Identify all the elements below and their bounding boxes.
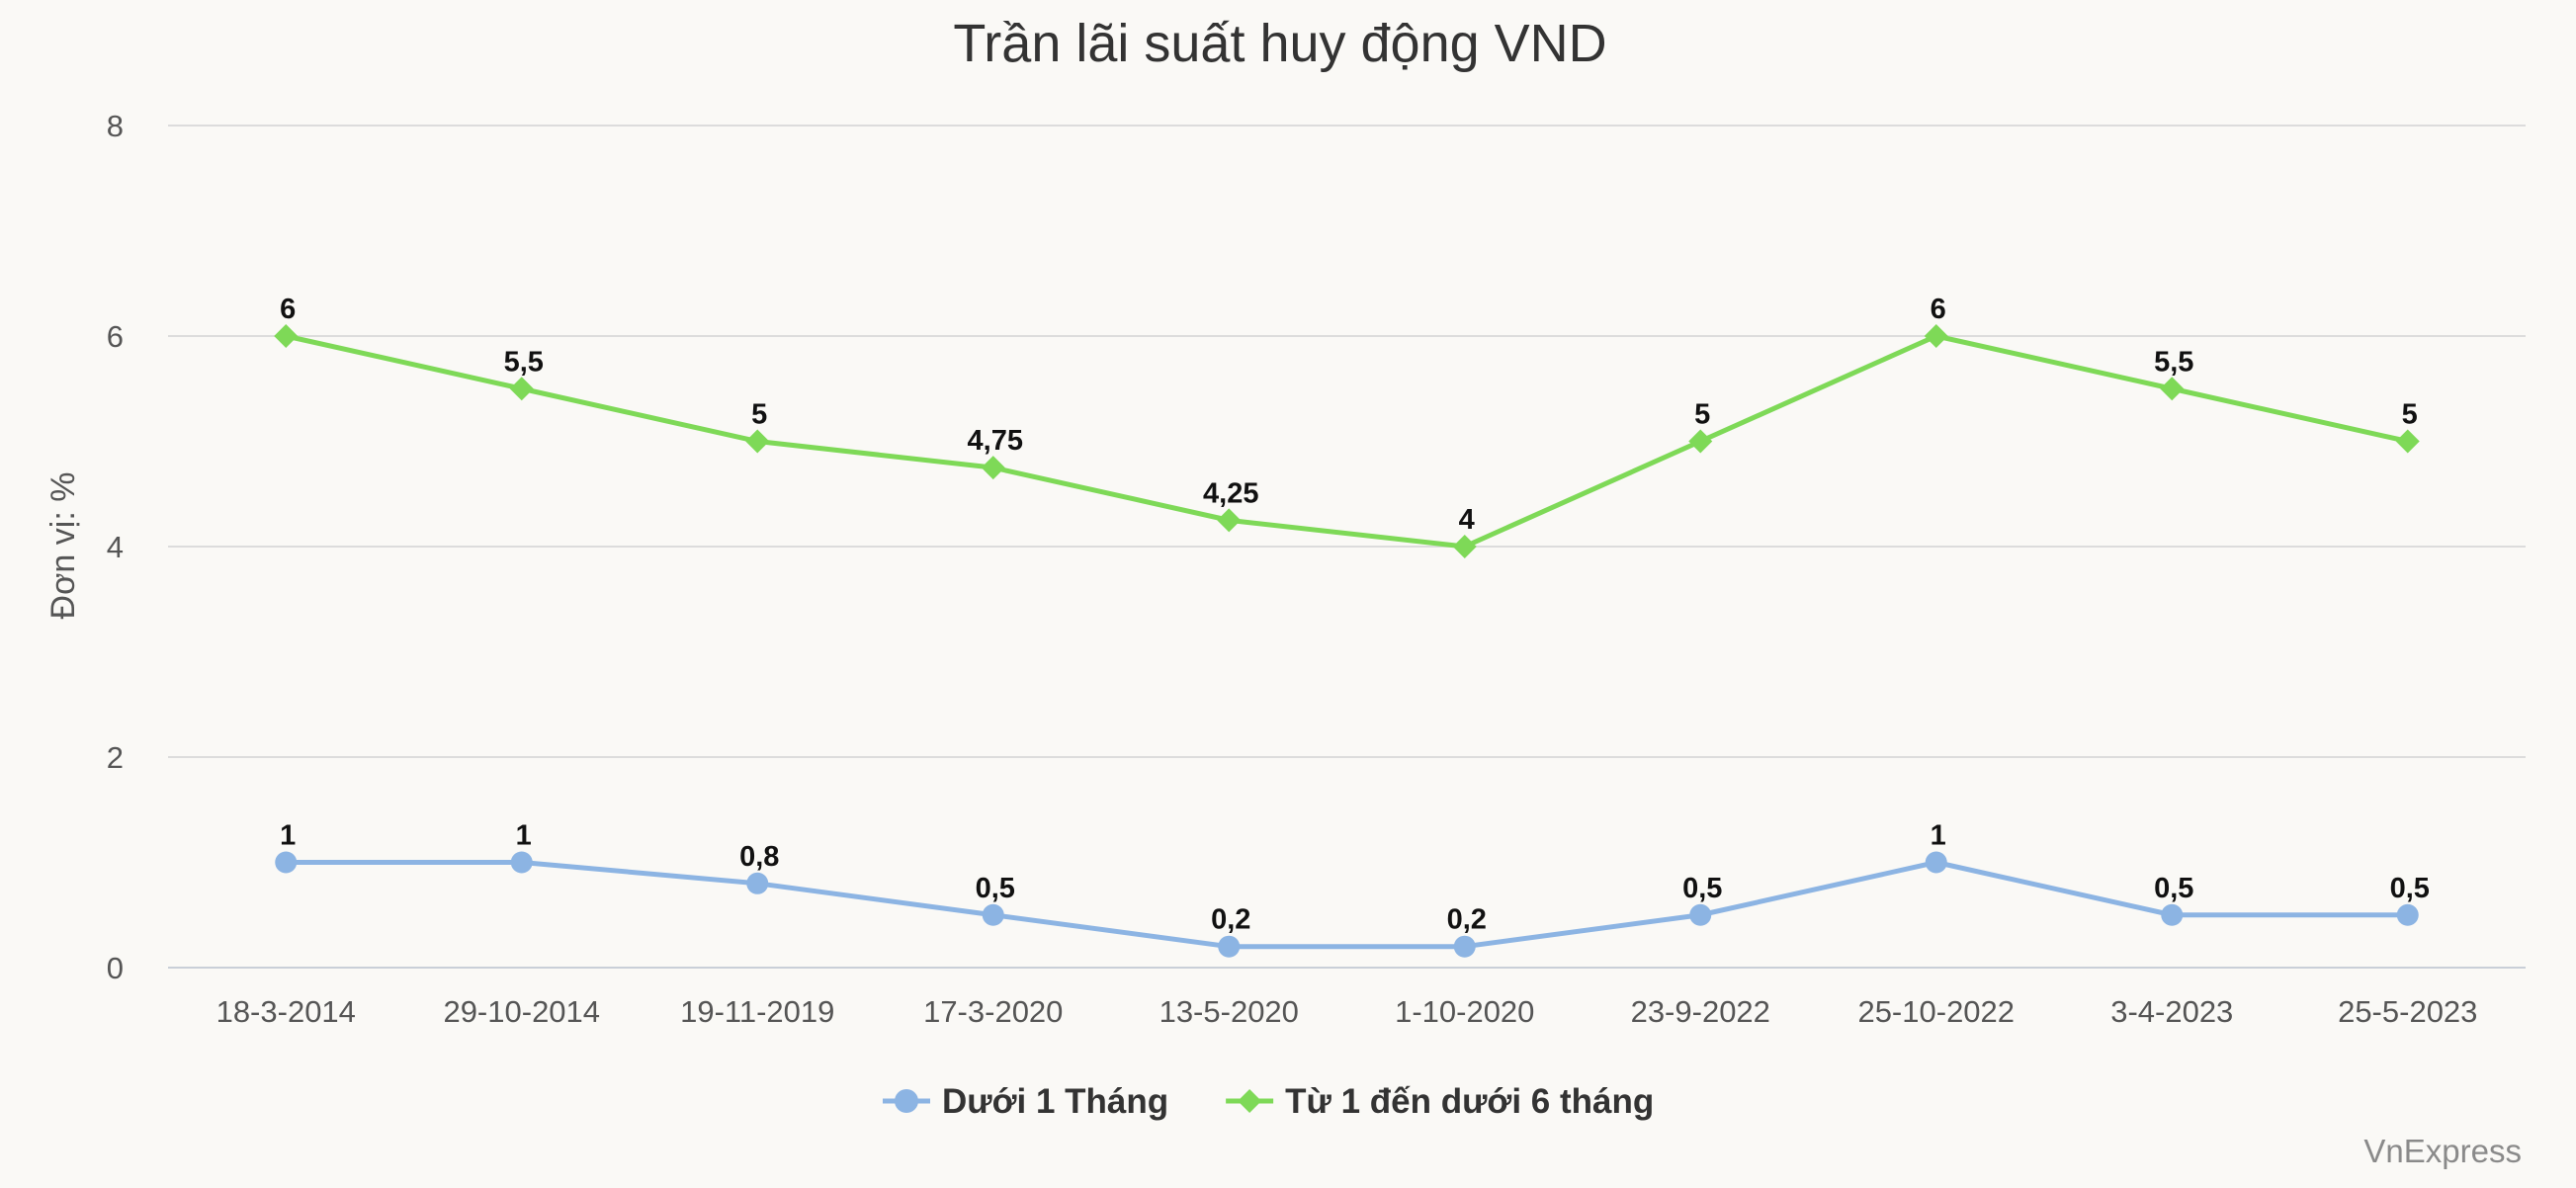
y-tick-label: 6: [107, 319, 124, 354]
data-label: 1: [516, 820, 532, 852]
legend-label: Từ 1 đến dưới 6 tháng: [1285, 1082, 1654, 1121]
x-tick-label: 3-4-2023: [2110, 994, 2233, 1029]
data-label: 5: [751, 399, 767, 431]
data-point[interactable]: [2396, 903, 2419, 926]
x-tick-label: 1-10-2020: [1395, 994, 1534, 1029]
data-point[interactable]: [275, 851, 298, 874]
y-tick-label: 4: [107, 530, 124, 564]
data-point[interactable]: [1689, 903, 1712, 926]
source-credit: VnExpress: [2363, 1133, 2522, 1169]
x-tick-label: 18-3-2014: [216, 994, 356, 1029]
data-label: 1: [1931, 820, 1946, 852]
data-point[interactable]: [2160, 377, 2185, 401]
series: [274, 324, 2420, 958]
data-label: 5,5: [504, 346, 544, 378]
data-label: 5: [1694, 399, 1710, 431]
y-tick-label: 0: [107, 951, 124, 985]
legend[interactable]: Dưới 1 Tháng Từ 1 đến dưới 6 tháng: [883, 1082, 1654, 1121]
y-tick-label: 2: [107, 740, 124, 775]
data-label: 5: [2402, 399, 2418, 431]
data-point[interactable]: [274, 324, 299, 348]
x-axis-ticks: 18-3-2014 29-10-2014 19-11-2019 17-3-2020 13…: [216, 994, 2478, 1029]
gridlines: [168, 125, 2526, 969]
data-label: 4,75: [968, 425, 1023, 457]
data-point[interactable]: [1925, 851, 1947, 874]
x-tick-label: 19-11-2019: [680, 994, 834, 1029]
x-tick-label: 23-9-2022: [1631, 994, 1770, 1029]
data-label: 6: [280, 294, 296, 325]
data-label: 0,5: [2390, 873, 2430, 904]
data-label: 6: [1931, 294, 1946, 325]
data-point[interactable]: [1217, 508, 1242, 533]
data-point[interactable]: [745, 429, 770, 454]
data-label: 0,5: [1682, 873, 1722, 904]
x-tick-label: 13-5-2020: [1159, 994, 1299, 1029]
y-tick-label: 8: [107, 109, 124, 143]
data-label: 1: [280, 820, 296, 852]
data-point[interactable]: [1688, 429, 1713, 454]
data-point[interactable]: [510, 851, 533, 874]
data-point[interactable]: [982, 903, 1004, 926]
data-label: 5,5: [2154, 346, 2193, 378]
y-axis-label: Đơn vị: %: [44, 472, 82, 620]
data-point[interactable]: [1453, 935, 1476, 958]
x-tick-label: 17-3-2020: [923, 994, 1063, 1029]
data-point[interactable]: [981, 456, 1005, 480]
data-label: 4,25: [1203, 477, 1258, 509]
y-axis-ticks: 0 2 4 6 8: [107, 109, 124, 985]
data-point[interactable]: [1218, 935, 1241, 958]
series-line: [286, 860, 2408, 950]
data-point[interactable]: [2161, 903, 2184, 926]
data-point[interactable]: [1452, 535, 1477, 558]
data-label: 0,2: [1447, 904, 1487, 936]
legend-item[interactable]: Dưới 1 Tháng: [883, 1082, 1168, 1121]
data-point[interactable]: [1924, 324, 1948, 348]
x-tick-label: 25-5-2023: [2338, 994, 2477, 1029]
data-label: 0,5: [976, 873, 1015, 904]
data-point[interactable]: [2395, 429, 2420, 454]
legend-label: Dưới 1 Tháng: [942, 1082, 1168, 1121]
data-point[interactable]: [746, 872, 769, 894]
data-point[interactable]: [509, 377, 534, 401]
legend-marker: [895, 1089, 918, 1113]
data-label: 0,8: [739, 841, 779, 873]
chart-title: Trần lãi suất huy động VND: [953, 14, 1606, 73]
data-labels: 1 1 0,8 0,5 0,2 0,2 0,5 1 0,5 0,5 6 5,5 5 4,75 4,25 4 5 6…: [280, 294, 2430, 936]
x-tick-label: 29-10-2014: [443, 994, 600, 1029]
series-line: [285, 333, 2409, 550]
legend-item[interactable]: Từ 1 đến dưới 6 tháng: [1226, 1082, 1654, 1121]
data-label: 0,5: [2154, 873, 2193, 904]
data-label: 4: [1459, 504, 1475, 536]
x-tick-label: 25-10-2022: [1857, 994, 2015, 1029]
legend-marker: [1238, 1089, 1262, 1113]
data-label: 0,2: [1211, 904, 1250, 936]
